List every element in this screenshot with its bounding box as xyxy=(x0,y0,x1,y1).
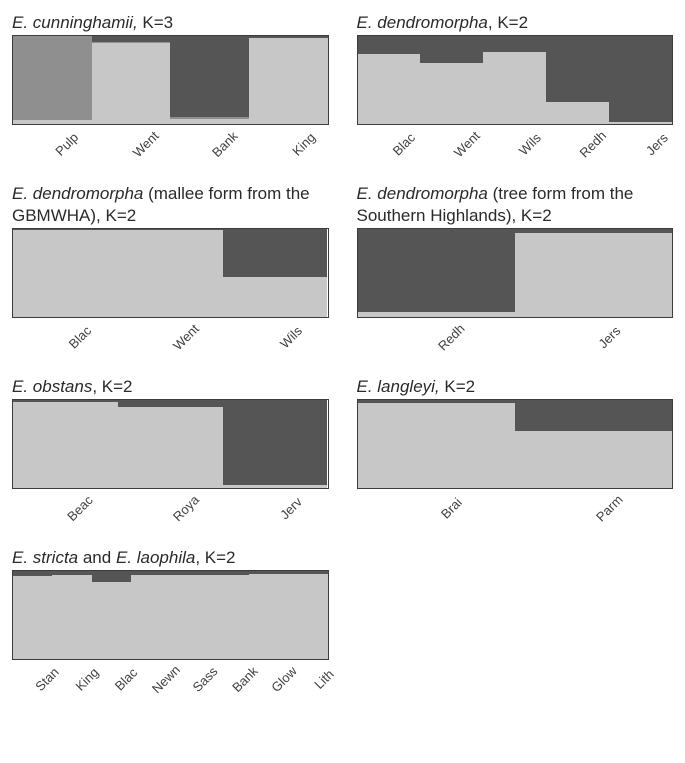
x-axis: BraiParm xyxy=(357,489,674,533)
panel-title: E. cunninghamii, K=3 xyxy=(12,12,329,33)
cluster-segment-light xyxy=(170,575,209,659)
population-bar xyxy=(92,571,131,659)
k-value: , K=2 xyxy=(92,377,132,396)
panel-title: E. dendromorpha, K=2 xyxy=(357,12,674,33)
x-axis: PulpWentBankKing xyxy=(12,125,329,169)
cluster-segment-dark xyxy=(546,36,609,102)
cluster-segment-dark xyxy=(358,36,421,54)
cluster-segment-light xyxy=(52,575,91,659)
empty-cell xyxy=(357,547,674,704)
cluster-segment-light xyxy=(358,312,515,316)
panel-title: E. dendromorpha (mallee form from the GB… xyxy=(12,183,329,226)
species-name: E. dendromorpha xyxy=(357,184,488,203)
population-bar xyxy=(249,571,288,659)
cluster-segment-light xyxy=(13,576,52,660)
panel-langleyi: E. langleyi, K=2BraiParm xyxy=(357,376,674,533)
structure-barplot xyxy=(12,228,329,318)
structure-barplot xyxy=(12,570,329,660)
k-value: K=2 xyxy=(440,377,475,396)
population-bar xyxy=(170,571,209,659)
panel-title: E. stricta and E. laophila, K=2 xyxy=(12,547,329,568)
cluster-segment-dark xyxy=(420,36,483,62)
panel-dendro_all: E. dendromorpha, K=2 BlacWentWilsRedhJers xyxy=(357,12,674,169)
k-value: , K=2 xyxy=(488,13,528,32)
cluster-segment-dark xyxy=(483,36,546,52)
population-bar xyxy=(288,571,327,659)
species-name: E. stricta xyxy=(12,548,78,567)
species-name: E. dendromorpha xyxy=(12,184,143,203)
k-value: , K=2 xyxy=(195,548,235,567)
cluster-segment-light xyxy=(210,575,249,659)
x-axis: BlacWentWils xyxy=(12,318,329,362)
panel-dendro_tree: E. dendromorpha (tree form from the Sout… xyxy=(357,183,674,362)
x-axis: BlacWentWilsRedhJers xyxy=(357,125,674,169)
x-axis: RedhJers xyxy=(357,318,674,362)
title-connector: and xyxy=(78,548,116,567)
x-axis: BeacRoyaJerv xyxy=(12,489,329,533)
population-bar xyxy=(131,571,170,659)
cluster-segment-dark xyxy=(118,400,223,407)
panel-cunninghamii: E. cunninghamii, K=3 PulpWentBankKing xyxy=(12,12,329,169)
species-name: E. cunninghamii, xyxy=(12,13,138,32)
cluster-segment-dark xyxy=(223,229,328,277)
population-bar xyxy=(210,571,249,659)
panel-dendro_mallee: E. dendromorpha (mallee form from the GB… xyxy=(12,183,329,362)
species-name-2: E. laophila xyxy=(116,548,195,567)
x-axis: StanKingBlacNewnSassBankGlowLith xyxy=(12,660,329,704)
panel-title: E. obstans, K=2 xyxy=(12,376,329,397)
structure-barplot xyxy=(12,399,329,489)
population-bar xyxy=(52,571,91,659)
k-value: K=3 xyxy=(138,13,173,32)
cluster-segment-light xyxy=(249,574,288,659)
panel-obstans: E. obstans, K=2 BeacRoyaJerv xyxy=(12,376,329,533)
cluster-segment-dark xyxy=(92,571,131,582)
cluster-segment-light xyxy=(131,575,170,659)
panel-title: E. dendromorpha (tree form from the Sout… xyxy=(357,183,674,226)
cluster-segment-light xyxy=(92,582,131,659)
population-bar xyxy=(13,571,52,659)
panel-stricta_laophila: E. stricta and E. laophila, K=2 StanKingB… xyxy=(12,547,329,704)
species-name: E. obstans xyxy=(12,377,92,396)
cluster-segment-dark xyxy=(515,400,672,431)
species-name: E. dendromorpha xyxy=(357,13,488,32)
cluster-segment-light xyxy=(288,574,327,659)
